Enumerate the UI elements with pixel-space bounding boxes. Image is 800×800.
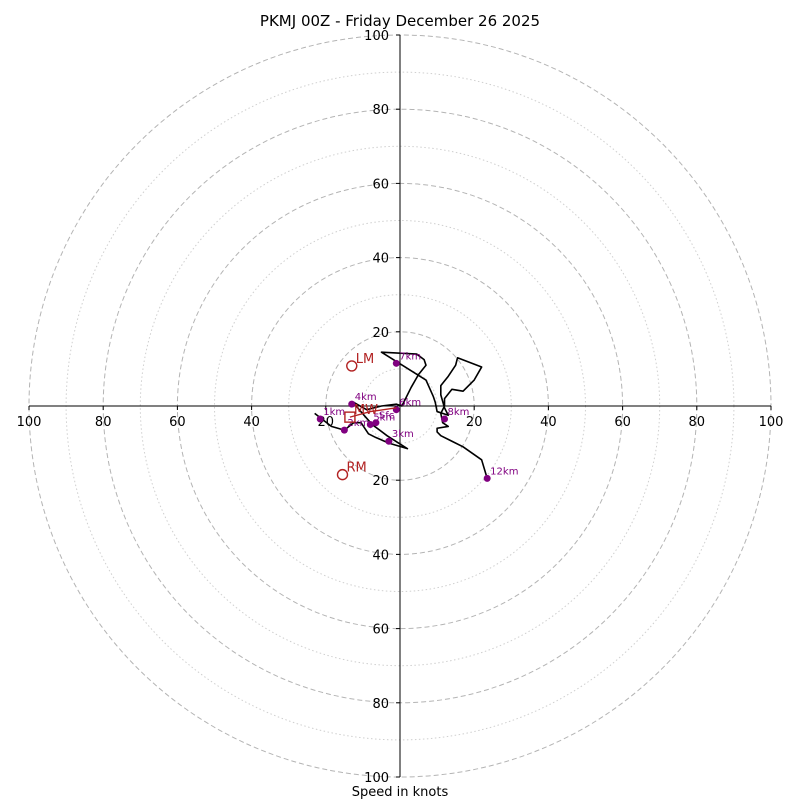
motion-label: MW	[354, 403, 378, 418]
height-label: 7km	[399, 351, 421, 362]
tick-label: 80	[372, 697, 389, 712]
motion-label: LM	[356, 352, 374, 367]
height-label: 5km	[373, 413, 395, 424]
x-axis-label: Speed in knots	[352, 785, 449, 800]
tick-label: 60	[372, 177, 389, 192]
height-marker	[366, 421, 374, 429]
height-label: 12km	[490, 466, 518, 477]
height-label: 6km	[399, 398, 421, 409]
height-label: 1km	[323, 407, 345, 418]
tick-label: 100	[17, 415, 42, 430]
height-marker	[441, 415, 449, 423]
height-label: Sfc	[379, 411, 394, 422]
tick-label: 100	[759, 415, 784, 430]
tick-label: 100	[364, 771, 389, 786]
height-marker	[316, 415, 324, 423]
height-marker	[340, 426, 348, 434]
tick-label: 20	[466, 415, 483, 430]
tick-label: 20	[372, 326, 389, 341]
tick-label: 40	[372, 252, 389, 267]
tick-label: 40	[243, 415, 260, 430]
tick-label: 80	[372, 103, 389, 118]
tick-label: 100	[364, 29, 389, 44]
motion-marker	[336, 468, 349, 481]
height-label: 8km	[448, 407, 470, 418]
tick-label: 80	[689, 415, 706, 430]
tick-label: 80	[95, 415, 112, 430]
height-marker	[385, 437, 393, 445]
height-marker	[348, 400, 356, 408]
height-marker	[483, 474, 491, 482]
height-label: 2km	[347, 418, 369, 429]
storm-motion: LM MW RM	[336, 352, 397, 481]
motion-marker	[344, 411, 356, 423]
tick-label: 60	[372, 623, 389, 638]
mean-wind-line	[349, 407, 397, 418]
height-marker	[372, 419, 380, 427]
height-marker	[392, 359, 400, 367]
tick-label: 20	[372, 474, 389, 489]
tick-label: 60	[614, 415, 631, 430]
tick-label: 60	[169, 415, 186, 430]
tick-label: 40	[372, 548, 389, 563]
height-label: 3km	[392, 429, 414, 440]
motion-marker	[346, 360, 358, 372]
tick-label: 40	[540, 415, 557, 430]
motion-label: RM	[346, 461, 366, 476]
chart-title: PKMJ 00Z - Friday December 26 2025	[260, 12, 540, 30]
height-label: 4km	[355, 392, 377, 403]
